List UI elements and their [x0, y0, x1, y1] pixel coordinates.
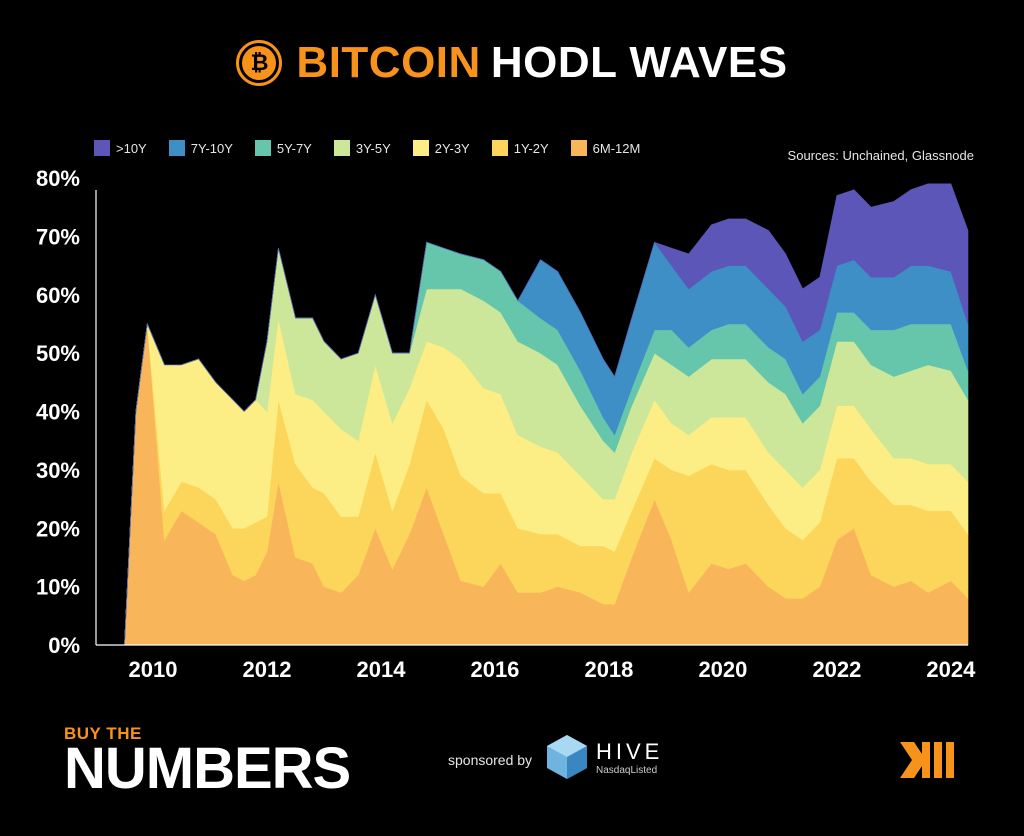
y-tick-label: 60%: [36, 283, 80, 308]
x-tick-label: 2016: [470, 657, 519, 682]
legend-swatch: [491, 140, 508, 156]
legend-swatch: [168, 140, 185, 156]
brand-small-text: BUY THE: [64, 724, 142, 743]
legend-label: 3Y-5Y: [355, 140, 391, 156]
legend-swatch: [412, 140, 429, 156]
legend-item: 2Y-3Y: [412, 140, 470, 156]
title-hodl-waves: HODL WAVES: [490, 38, 788, 87]
legend-item: >10Y: [94, 140, 147, 156]
x-tick-label: 2010: [129, 657, 178, 682]
hodl-waves-chart: 0% 10% 20% 30% 40% 50% 60% 70% 80% 2010 2012 2014 20…: [36, 166, 976, 682]
y-tick-label: 50%: [36, 341, 80, 366]
hive-hexagon-icon: [547, 735, 587, 779]
bitcoin-logo-icon: ₿: [236, 40, 283, 86]
y-tick-label: 80%: [36, 166, 80, 191]
sponsored-by-label: sponsored by: [448, 752, 533, 768]
sources-note: Sources: Unchained, Glassnode: [787, 148, 974, 163]
y-tick-label: 0%: [48, 633, 80, 658]
legend-label: 5Y-7Y: [276, 140, 312, 156]
legend-swatch: [254, 140, 271, 156]
legend-swatch: [333, 140, 350, 156]
x-tick-label: 2012: [243, 657, 292, 682]
y-tick-label: 70%: [36, 224, 80, 249]
chart-title: ₿ BITCOIN HODL WAVES: [0, 38, 1024, 88]
legend-item: 7Y-10Y: [168, 140, 233, 156]
legend-label: 1Y-2Y: [513, 140, 549, 156]
x-tick-label: 2024: [926, 657, 976, 682]
hive-name: HIVE: [596, 738, 664, 764]
y-tick-label: 20%: [36, 516, 80, 541]
hive-logo: HIVE NasdaqListed: [546, 734, 663, 780]
legend-swatch: [570, 140, 587, 156]
title-text: BITCOIN HODL WAVES: [296, 38, 787, 88]
legend-item: 6M-12M: [570, 140, 641, 156]
axes: 0% 10% 20% 30% 40% 50% 60% 70% 80% 2010 2012 2014 20…: [36, 166, 976, 682]
y-tick-label: 30%: [36, 458, 80, 483]
x-tick-label: 2018: [584, 657, 633, 682]
y-tick-label: 10%: [36, 575, 80, 600]
legend-label: 6M-12M: [592, 140, 641, 156]
brand-big-text: NUMBERS: [64, 736, 351, 801]
legend-item: 5Y-7Y: [254, 140, 312, 156]
area-series-6: [124, 183, 969, 646]
x-tick-label: 2022: [812, 657, 861, 682]
legend-label: 7Y-10Y: [190, 140, 233, 156]
y-tick-label: 40%: [36, 400, 80, 425]
hive-nasdaq-listed: NasdaqListed: [596, 764, 658, 776]
legend-swatch: [94, 140, 110, 156]
x-tick-label: 2020: [698, 657, 747, 682]
bitcoin-symbol: ₿: [242, 46, 277, 80]
legend-label: 2Y-3Y: [434, 140, 470, 156]
corner-brand-icon: [900, 742, 954, 778]
chart-legend: >10Y 7Y-10Y 5Y-7Y 3Y-5Y 2Y-3Y 1Y-2Y 6M-12M: [94, 140, 662, 156]
area-layers: [124, 183, 969, 646]
legend-label: >10Y: [116, 140, 147, 156]
buy-the-numbers-logo: BUY THE NUMBERS: [64, 724, 351, 801]
x-tick-label: 2014: [356, 657, 406, 682]
title-bitcoin: BITCOIN: [296, 38, 481, 87]
legend-item: 1Y-2Y: [491, 140, 549, 156]
legend-item: 3Y-5Y: [333, 140, 391, 156]
